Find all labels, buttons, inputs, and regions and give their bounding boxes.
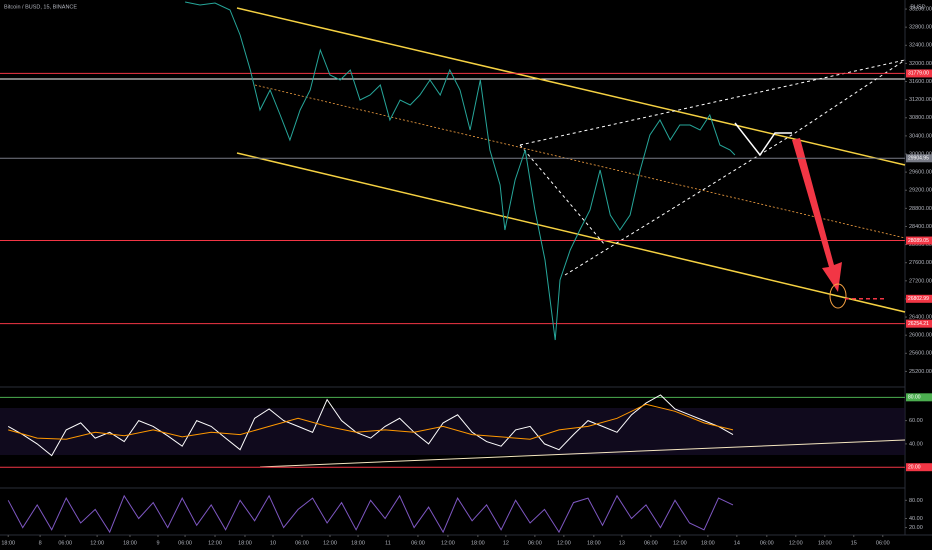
x-tick-label: 18:00 — [351, 540, 365, 546]
x-tick-label: 9 — [156, 540, 159, 546]
y-tick-label: 28800.00 — [909, 206, 932, 212]
y-tick-label: 32000.00 — [909, 61, 932, 67]
x-tick-label: 10 — [270, 540, 276, 546]
x-tick-label: 18:00 — [471, 540, 485, 546]
price-tag-label: 29904.95 — [908, 156, 929, 162]
price-tag — [906, 154, 932, 163]
x-tick-label: 06:00 — [58, 540, 72, 546]
x-tick-label: 12:00 — [323, 540, 337, 546]
currency: BUSD — [910, 4, 925, 10]
y-tick-label: 80.00 — [909, 498, 923, 504]
channel-bottom — [236, 152, 906, 313]
y-tick-label: 25600.00 — [909, 351, 932, 357]
y-tick-label: 31200.00 — [909, 97, 932, 103]
y-tick-label: 29600.00 — [909, 170, 932, 176]
price-tag — [906, 294, 932, 303]
y-tick-label: 27600.00 — [909, 260, 932, 266]
x-tick-label: 12 — [503, 540, 509, 546]
projection-zigzag — [734, 122, 792, 157]
x-tick-label: 15 — [851, 540, 857, 546]
x-tick-label: 18:00 — [818, 540, 832, 546]
y-tick-label: 40.00 — [909, 441, 923, 447]
x-tick-label: 11 — [385, 540, 391, 546]
price-tag-label: 80.00 — [908, 395, 921, 401]
x-tick-label: 06:00 — [411, 540, 425, 546]
y-tick-label: 29200.00 — [909, 188, 932, 194]
x-tick-label: 8 — [39, 540, 42, 546]
x-tick-label: 13 — [619, 540, 625, 546]
chart-title: Bitcoin / BUSD, 15, BINANCE — [4, 4, 77, 10]
target-arrow — [792, 138, 842, 292]
series-line — [185, 1, 736, 341]
channel-top — [236, 7, 906, 166]
x-tick-label: 18:00 — [701, 540, 715, 546]
y-tick-label: 30400.00 — [909, 133, 932, 139]
x-tick-label: 18:00 — [1, 540, 15, 546]
y-tick-label: 28400.00 — [909, 224, 932, 230]
price-tag — [906, 463, 932, 472]
rsi-band — [0, 408, 905, 455]
series-line — [7, 494, 734, 534]
x-tick-label: 12:00 — [90, 540, 104, 546]
y-tick-label: 33200.00 — [909, 7, 932, 13]
price-tag-label: 20.00 — [908, 465, 921, 471]
price-tag-label: 26254.21 — [908, 321, 929, 327]
y-tick-label: 32800.00 — [909, 25, 932, 31]
target-circle — [829, 283, 847, 309]
y-tick-label: 32400.00 — [909, 43, 932, 49]
x-tick-label: 06:00 — [295, 540, 309, 546]
x-tick-label: 12:00 — [673, 540, 687, 546]
channel-mid — [254, 84, 906, 239]
y-tick-label: 25200.00 — [909, 369, 932, 375]
x-tick-label: 12:00 — [208, 540, 222, 546]
y-tick-label: 30800.00 — [909, 115, 932, 121]
x-tick-label: 06:00 — [760, 540, 774, 546]
wedge-bottom — [564, 59, 906, 276]
price-tag — [906, 393, 932, 402]
y-tick-label: 31600.00 — [909, 79, 932, 85]
series-line — [8, 403, 734, 440]
y-tick-label: 27200.00 — [909, 278, 932, 284]
y-tick-label: 26000.00 — [909, 333, 932, 339]
price-tag — [906, 69, 932, 78]
x-tick-label: 06:00 — [178, 540, 192, 546]
price-tag-label: 26802.99 — [908, 296, 929, 302]
rsi-trendline — [259, 439, 906, 468]
y-tick-label: 40.00 — [909, 516, 923, 522]
x-tick-label: 18:00 — [123, 540, 137, 546]
wedge-leg — [519, 144, 606, 246]
x-tick-label: 18:00 — [587, 540, 601, 546]
x-tick-label: 18:00 — [238, 540, 252, 546]
x-tick-label: 06:00 — [528, 540, 542, 546]
price-tag-label: 28089.05 — [908, 238, 929, 244]
x-tick-label: 12:00 — [557, 540, 571, 546]
price-tag — [906, 236, 932, 245]
x-tick-label: 06:00 — [644, 540, 658, 546]
price-tag-label: 31779.00 — [908, 71, 929, 77]
x-tick-label: 12:00 — [441, 540, 455, 546]
y-tick-label: 20.00 — [909, 525, 923, 531]
y-tick-label: 26400.00 — [909, 315, 932, 321]
price-tag — [906, 319, 932, 328]
y-tick-label: 28000.00 — [909, 242, 932, 248]
x-tick-label: 14 — [734, 540, 740, 546]
y-tick-label: 60.00 — [909, 418, 923, 424]
x-tick-label: 12:00 — [789, 540, 803, 546]
x-tick-label: 06:00 — [876, 540, 890, 546]
